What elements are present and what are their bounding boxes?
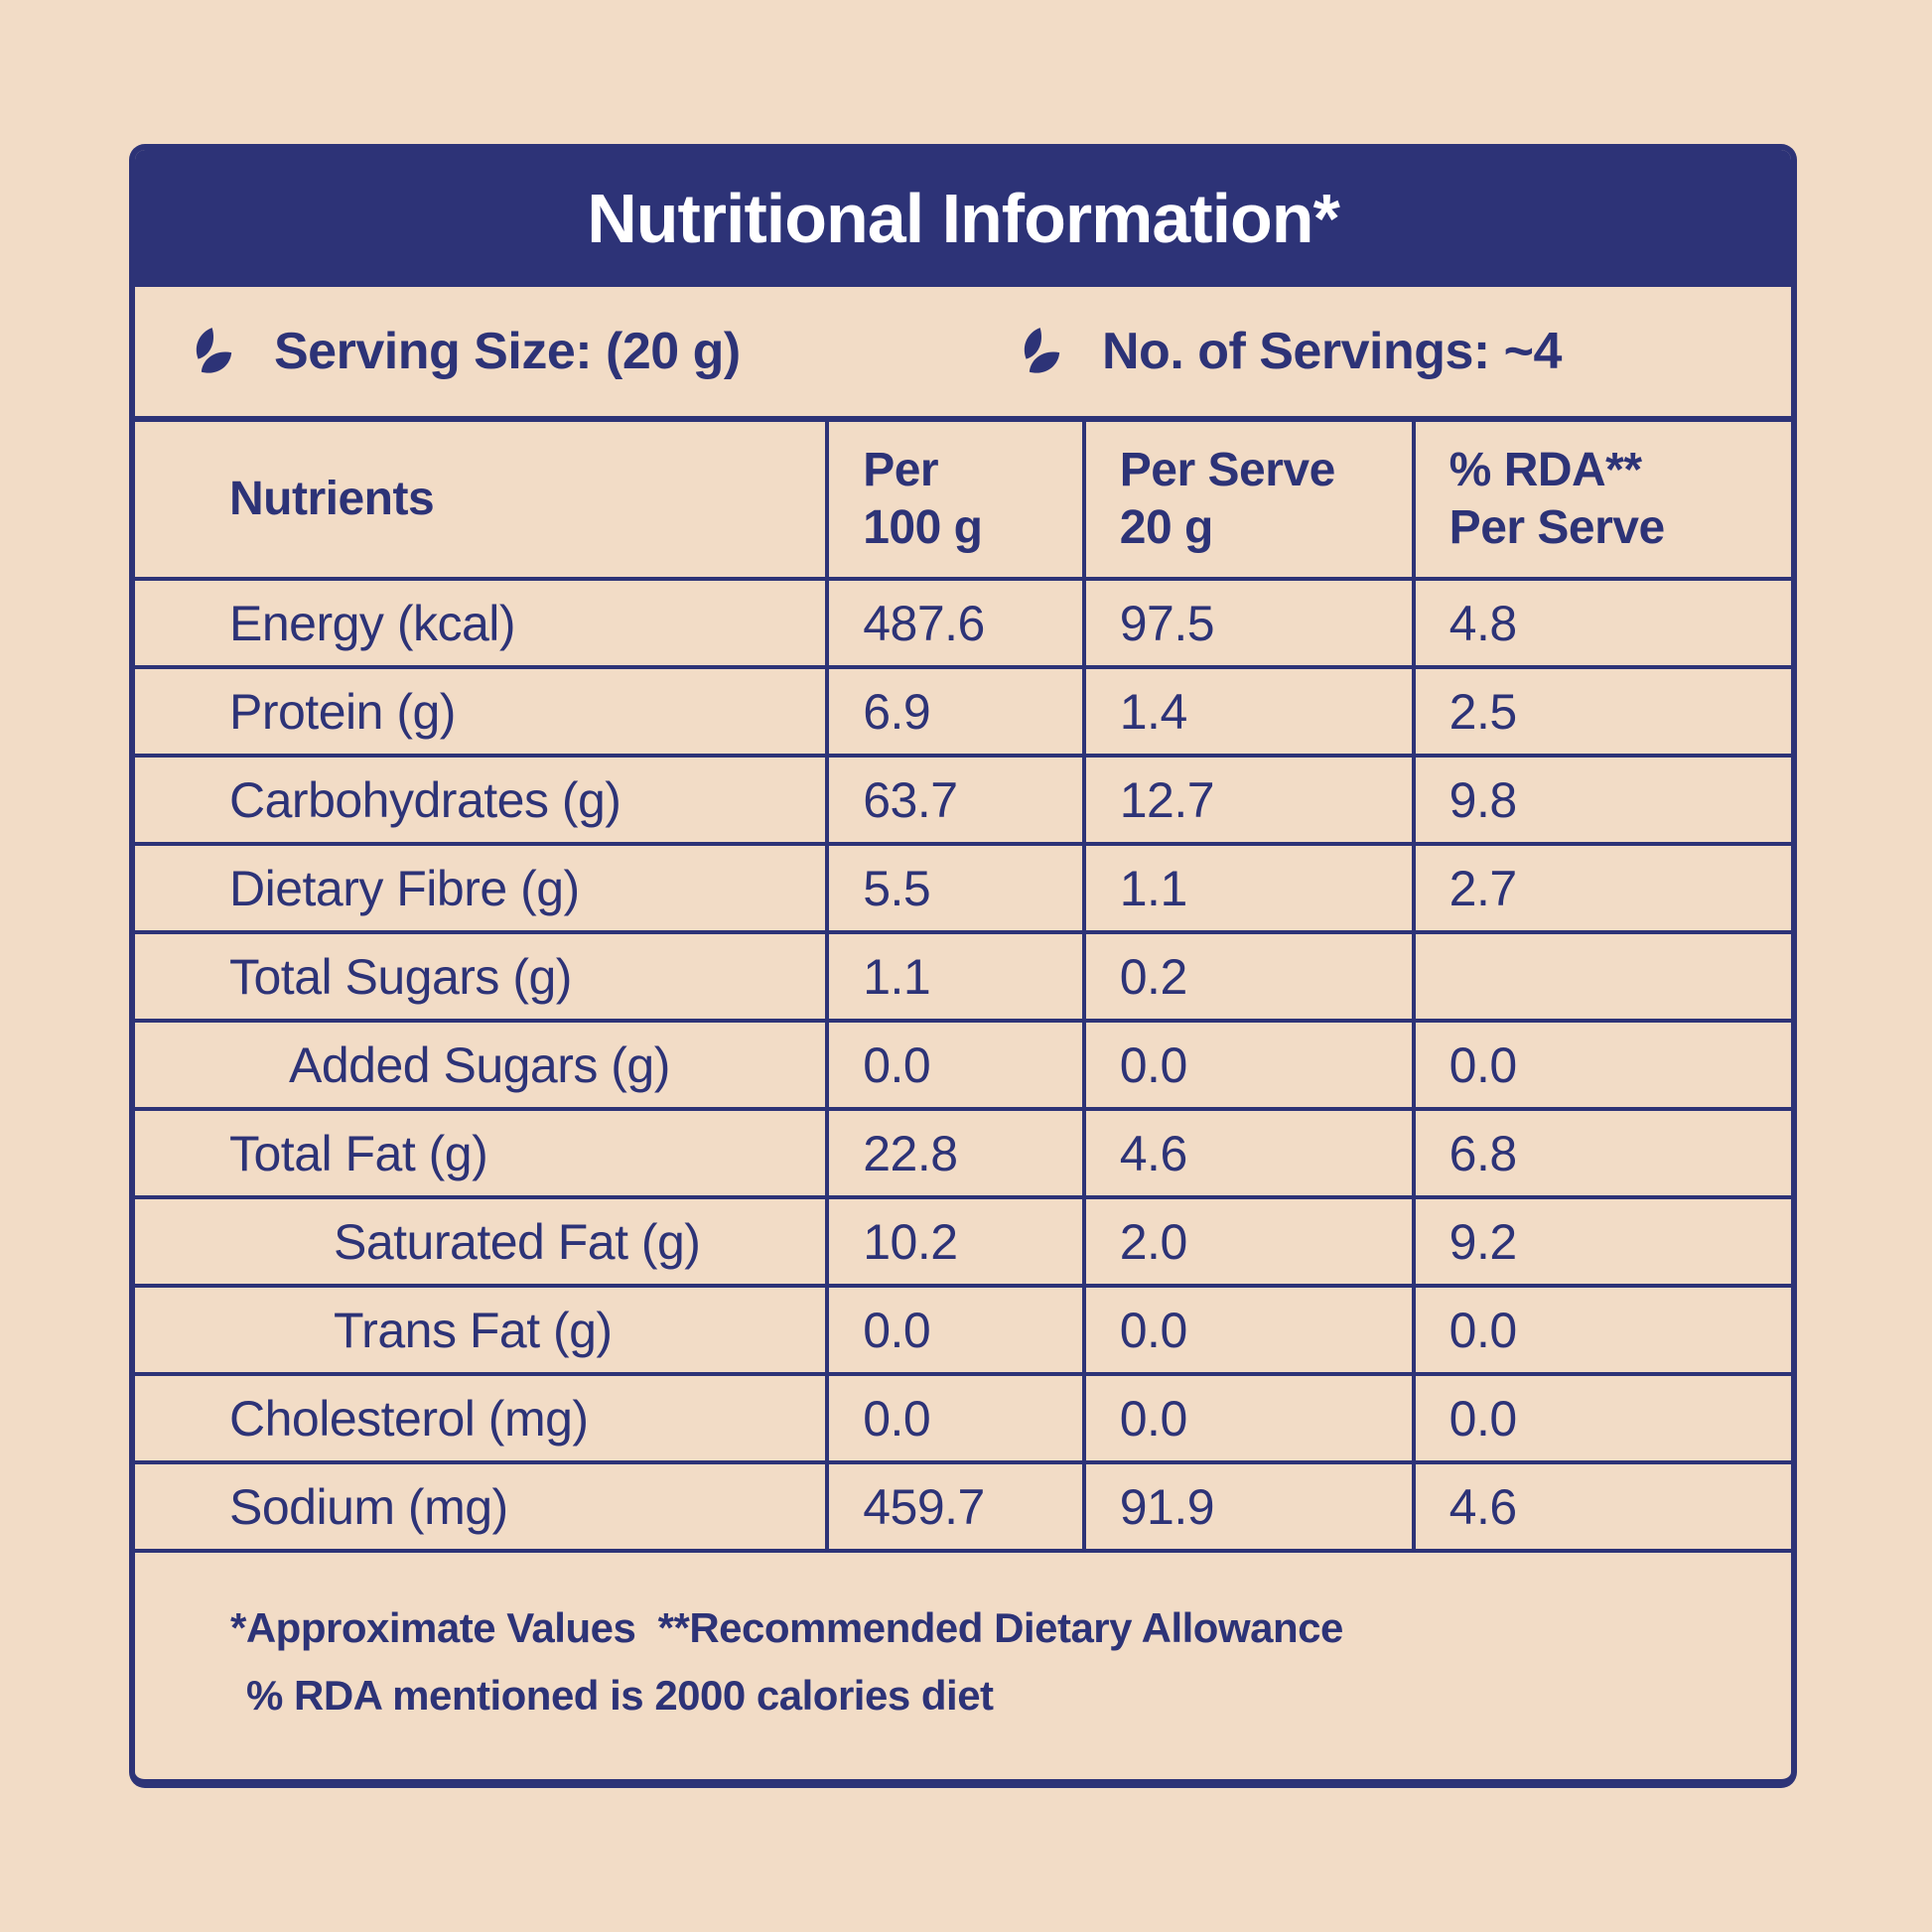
- value-rda: 9.2: [1411, 1195, 1791, 1288]
- nutrient-label: Total Sugars (g): [135, 930, 830, 1023]
- value-rda: 0.0: [1411, 1372, 1791, 1464]
- column-header-rda: % RDA** Per Serve: [1411, 422, 1791, 581]
- table-row: Carbohydrates (g) 63.7 12.7 9.8: [135, 754, 1791, 846]
- nutrient-label: Added Sugars (g): [135, 1019, 830, 1111]
- title-band: Nutritional Information*: [135, 150, 1791, 287]
- value-rda: 2.7: [1411, 842, 1791, 934]
- value-per-serve: 12.7: [1081, 754, 1416, 846]
- footnotes: *Approximate Values **Recommended Dietar…: [135, 1553, 1791, 1779]
- nutrient-label: Dietary Fibre (g): [135, 842, 830, 934]
- table-row: Saturated Fat (g) 10.2 2.0 9.2: [135, 1195, 1791, 1288]
- value-per-serve: 0.2: [1081, 930, 1416, 1023]
- value-rda: 9.8: [1411, 754, 1791, 846]
- nutrient-label: Protein (g): [135, 665, 830, 758]
- value-rda: [1411, 930, 1791, 1023]
- value-rda: 0.0: [1411, 1284, 1791, 1376]
- table-row: Cholesterol (mg) 0.0 0.0 0.0: [135, 1372, 1791, 1464]
- value-per-serve: 91.9: [1081, 1460, 1416, 1553]
- value-per-100g: 459.7: [825, 1460, 1086, 1553]
- table-row: Energy (kcal) 487.6 97.5 4.8: [135, 577, 1791, 669]
- nutrient-label: Total Fat (g): [135, 1107, 830, 1199]
- value-rda: 0.0: [1411, 1019, 1791, 1111]
- value-per-100g: 10.2: [825, 1195, 1086, 1288]
- value-rda: 6.8: [1411, 1107, 1791, 1199]
- nutrient-label: Trans Fat (g): [135, 1284, 830, 1376]
- nutrient-label: Sodium (mg): [135, 1460, 830, 1553]
- column-header-per-100g: Per 100 g: [825, 422, 1086, 581]
- nutrient-label: Cholesterol (mg): [135, 1372, 830, 1464]
- table-row: Sodium (mg) 459.7 91.9 4.6: [135, 1460, 1791, 1553]
- serving-info-row: Serving Size: (20 g) No. of Servings: ~4: [135, 287, 1791, 422]
- value-per-serve: 0.0: [1081, 1284, 1416, 1376]
- serving-size-item: Serving Size: (20 g): [191, 322, 741, 381]
- value-per-100g: 63.7: [825, 754, 1086, 846]
- nutrient-label: Carbohydrates (g): [135, 754, 830, 846]
- serving-size-label: Serving Size: (20 g): [274, 323, 741, 380]
- value-rda: 2.5: [1411, 665, 1791, 758]
- table-header-row: Nutrients Per 100 g Per Serve 20 g % RDA…: [135, 422, 1791, 581]
- value-per-serve: 1.1: [1081, 842, 1416, 934]
- nutrients-table: Nutrients Per 100 g Per Serve 20 g % RDA…: [135, 422, 1791, 1553]
- footnote-approximate-values: *Approximate Values **Recommended Dietar…: [230, 1604, 1343, 1651]
- column-header-per-serve: Per Serve 20 g: [1081, 422, 1416, 581]
- nutrient-label: Saturated Fat (g): [135, 1195, 830, 1288]
- servings-count-item: No. of Servings: ~4: [1019, 287, 1562, 416]
- value-per-100g: 22.8: [825, 1107, 1086, 1199]
- value-per-serve: 1.4: [1081, 665, 1416, 758]
- value-per-100g: 0.0: [825, 1284, 1086, 1376]
- page-title: Nutritional Information*: [587, 180, 1340, 257]
- value-per-100g: 0.0: [825, 1372, 1086, 1464]
- table-row: Protein (g) 6.9 1.4 2.5: [135, 665, 1791, 758]
- value-rda: 4.8: [1411, 577, 1791, 669]
- table-row: Dietary Fibre (g) 5.5 1.1 2.7: [135, 842, 1791, 934]
- value-per-100g: 5.5: [825, 842, 1086, 934]
- leaf-icon: [1024, 328, 1060, 373]
- nutrient-label: Energy (kcal): [135, 577, 830, 669]
- servings-count-label: No. of Servings: ~4: [1102, 323, 1562, 380]
- value-per-100g: 0.0: [825, 1019, 1086, 1111]
- table-row: Total Sugars (g) 1.1 0.2: [135, 930, 1791, 1023]
- value-per-serve: 4.6: [1081, 1107, 1416, 1199]
- column-header-nutrients: Nutrients: [135, 422, 830, 581]
- value-per-serve: 0.0: [1081, 1019, 1416, 1111]
- table-row: Trans Fat (g) 0.0 0.0 0.0: [135, 1284, 1791, 1376]
- value-per-serve: 0.0: [1081, 1372, 1416, 1464]
- value-per-serve: 97.5: [1081, 577, 1416, 669]
- value-rda: 4.6: [1411, 1460, 1791, 1553]
- value-per-100g: 487.6: [825, 577, 1086, 669]
- footnote-rda-diet: % RDA mentioned is 2000 calories diet: [246, 1672, 994, 1720]
- value-per-100g: 1.1: [825, 930, 1086, 1023]
- table-row: Added Sugars (g) 0.0 0.0 0.0: [135, 1019, 1791, 1111]
- value-per-100g: 6.9: [825, 665, 1086, 758]
- leaf-icon: [196, 328, 232, 373]
- value-per-serve: 2.0: [1081, 1195, 1416, 1288]
- nutrition-label-card: Nutritional Information* Serving Size: (…: [129, 144, 1797, 1788]
- table-row: Total Fat (g) 22.8 4.6 6.8: [135, 1107, 1791, 1199]
